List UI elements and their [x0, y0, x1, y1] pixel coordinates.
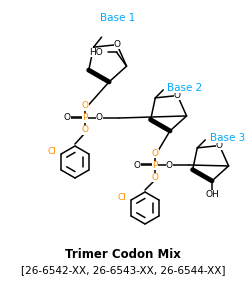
Text: OH: OH: [205, 191, 219, 199]
Text: O: O: [81, 101, 89, 111]
Text: O: O: [134, 161, 140, 170]
Text: HO: HO: [89, 48, 103, 57]
Text: O: O: [113, 40, 121, 49]
Text: O: O: [216, 141, 223, 150]
Text: O: O: [81, 126, 89, 134]
Text: O: O: [95, 113, 103, 123]
Text: O: O: [174, 91, 181, 100]
Text: O: O: [152, 148, 158, 158]
Text: O: O: [63, 113, 71, 123]
Text: Base 2: Base 2: [167, 83, 203, 93]
Text: O: O: [152, 173, 158, 181]
Text: Trimer Codon Mix: Trimer Codon Mix: [65, 248, 181, 261]
Text: O: O: [166, 161, 172, 170]
Text: P: P: [82, 113, 88, 123]
Text: Cl: Cl: [48, 148, 57, 156]
Text: Cl: Cl: [118, 193, 127, 203]
Text: Base 1: Base 1: [100, 13, 136, 23]
Text: Base 3: Base 3: [210, 133, 246, 143]
Text: [26-6542-XX, 26-6543-XX, 26-6544-XX]: [26-6542-XX, 26-6543-XX, 26-6544-XX]: [21, 265, 225, 275]
Text: P: P: [152, 161, 158, 170]
